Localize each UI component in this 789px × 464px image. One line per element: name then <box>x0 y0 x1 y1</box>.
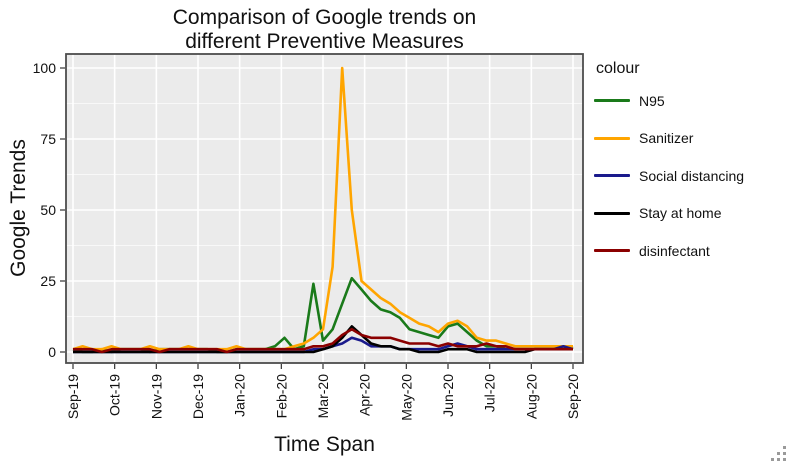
legend-item-stay-at-home: Stay at home <box>594 195 784 233</box>
x-tick-label: Sep-19 <box>65 374 81 419</box>
legend-key-line-icon <box>594 136 630 140</box>
legend-item-label: Sanitizer <box>639 130 694 147</box>
x-tick-label: Jan-20 <box>232 374 248 417</box>
panel-border <box>65 53 584 364</box>
legend-key-line-icon <box>594 249 630 253</box>
resize-grip-dot <box>777 458 780 461</box>
legend-item-social-distancing: Social distancing <box>594 157 784 195</box>
x-tick-label: Sep-20 <box>565 374 581 419</box>
series-line-sanitizer <box>72 66 573 351</box>
resize-grip-dot <box>783 458 786 461</box>
x-tick-label: Dec-19 <box>190 374 206 419</box>
legend-item-sanitizer: Sanitizer <box>594 120 784 158</box>
resize-grip-icon[interactable] <box>770 445 788 463</box>
legend-key-line-icon <box>594 174 630 178</box>
legend-item-label: Social distancing <box>639 167 745 184</box>
y-tick-label: 50 <box>40 202 56 218</box>
resize-grip-dot <box>783 452 786 455</box>
legend-item-n95: N95 <box>594 82 784 120</box>
legend-item-label: N95 <box>639 92 665 109</box>
legend-key-line-icon <box>594 211 630 215</box>
legend-title: colour <box>596 60 640 77</box>
x-tick-label: Mar-20 <box>315 374 331 419</box>
y-tick-label: 75 <box>40 131 56 147</box>
series-line-disinfectant <box>73 327 573 354</box>
chart-title-line2: different Preventive Measures <box>185 30 464 53</box>
resize-grip-dot <box>771 458 774 461</box>
x-tick-label: Jul-20 <box>482 374 498 412</box>
legend-key-line-icon <box>594 99 630 103</box>
resize-grip-dot <box>783 446 786 449</box>
y-tick-label: 0 <box>48 344 56 360</box>
y-tick-label: 100 <box>33 60 57 76</box>
legend: colour N95 Sanitizer Social distancing Stay… <box>594 60 784 270</box>
x-tick-label: Oct-19 <box>107 374 123 416</box>
y-tick-label: 25 <box>40 273 56 289</box>
x-tick-label: Nov-19 <box>148 374 164 419</box>
legend-items: N95 Sanitizer Social distancing Stay at hom… <box>594 82 784 270</box>
legend-item-disinfectant: disinfectant <box>594 232 784 270</box>
x-tick-label: Apr-20 <box>357 374 373 416</box>
y-axis-title: Google Trends <box>7 139 30 277</box>
x-tick-label: Aug-20 <box>523 374 539 419</box>
x-tick-label: May-20 <box>398 374 414 421</box>
chart-title-line1: Comparison of Google trends on <box>172 6 477 29</box>
x-tick-label: Feb-20 <box>273 374 289 419</box>
resize-grip-dot <box>777 452 780 455</box>
chart-title: Comparison of Google trends on different… <box>66 6 583 54</box>
legend-item-label: disinfectant <box>639 242 710 259</box>
x-axis-title: Time Span <box>274 433 375 456</box>
x-tick-label: Jun-20 <box>440 374 456 417</box>
legend-item-label: Stay at home <box>639 205 722 222</box>
